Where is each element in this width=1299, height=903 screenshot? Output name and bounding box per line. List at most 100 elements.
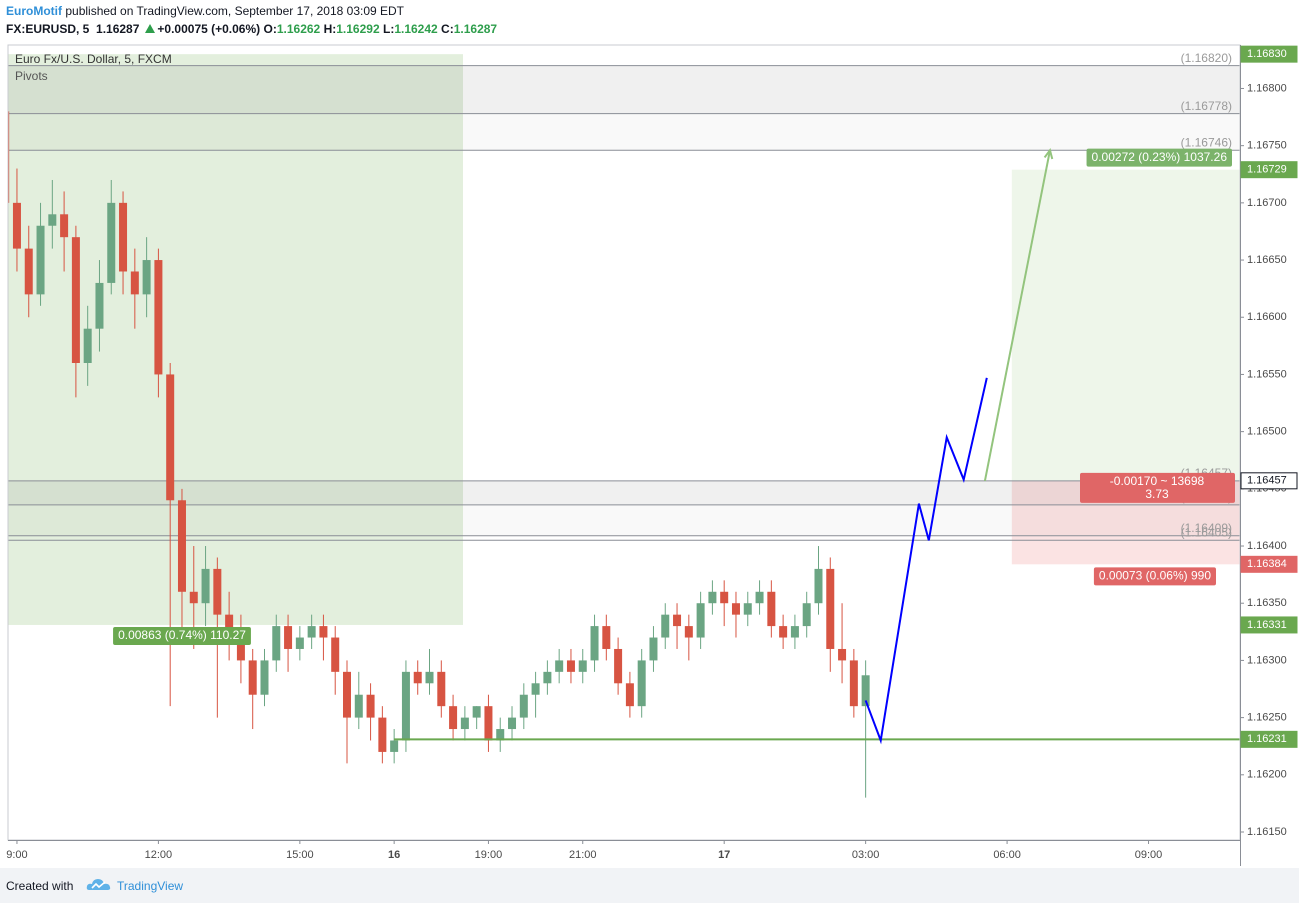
- y-tick-label: 1.16650: [1247, 254, 1287, 266]
- candle-body: [107, 202, 116, 283]
- indicator-label: Pivots: [15, 69, 48, 83]
- candle-body: [248, 660, 257, 695]
- candle-body: [295, 637, 304, 649]
- candle-body: [24, 248, 33, 295]
- candle-body: [508, 717, 517, 730]
- y-tick-label: 1.16350: [1247, 597, 1287, 609]
- candle-body: [142, 260, 151, 295]
- candle-body: [767, 591, 776, 627]
- candle-body: [861, 675, 870, 707]
- price-label: 1.16457: [1247, 475, 1287, 487]
- center-label-box: [1080, 472, 1235, 503]
- stop-label: 0.00073 (0.06%) 990: [1099, 568, 1211, 582]
- candle-body: [708, 591, 717, 604]
- candle-body: [48, 214, 57, 226]
- candle-body: [390, 740, 399, 752]
- previous-position-label: 0.00863 (0.74%) 110.27: [118, 628, 246, 642]
- candle-body: [743, 603, 752, 615]
- x-tick-label: 12:00: [145, 849, 173, 861]
- price-label-box: [1240, 472, 1298, 490]
- candle-body: [166, 374, 175, 501]
- candle-body: [826, 568, 835, 649]
- candle-body: [343, 671, 352, 718]
- candle-body: [60, 214, 69, 238]
- price-label: 1.16331: [1247, 619, 1287, 631]
- symbol: FX:EURUSD, 5: [6, 22, 90, 36]
- price-label: 1.16729: [1247, 164, 1287, 176]
- brand-link[interactable]: TradingView: [117, 879, 184, 893]
- candle-body: [449, 706, 458, 730]
- candle-body: [531, 683, 540, 695]
- x-tick-label: 9:00: [6, 849, 27, 861]
- candle-body: [331, 637, 340, 672]
- candle-body: [566, 660, 575, 672]
- pivot-label: (1.16405): [1181, 525, 1232, 539]
- candle-body: [614, 648, 623, 684]
- pivot-band: [8, 65, 1240, 114]
- x-tick-label: 16: [388, 849, 400, 861]
- candle-body: [425, 671, 434, 684]
- pivot-label: (1.16409): [1181, 521, 1232, 535]
- center-label: -0.00170 ~ 13698: [1110, 474, 1205, 488]
- previous-position-label-box: [113, 626, 251, 645]
- x-tick-label: 15:00: [286, 849, 314, 861]
- pivot-label: (1.16778): [1181, 99, 1232, 113]
- candle-body: [543, 671, 552, 684]
- y-tick-label: 1.16500: [1247, 426, 1287, 438]
- author[interactable]: EuroMotif: [6, 4, 62, 18]
- low-label: L:: [382, 22, 395, 36]
- y-tick-label: 1.16550: [1247, 368, 1287, 380]
- candle-body: [649, 637, 658, 661]
- candle-body: [284, 626, 293, 649]
- x-tick-label: 21:00: [569, 849, 597, 861]
- candle-body: [460, 717, 469, 730]
- candle-body: [225, 614, 234, 638]
- close-label: C:: [441, 22, 454, 36]
- x-tick-label: 06:00: [993, 849, 1021, 861]
- candle-body: [602, 626, 611, 649]
- candle-body: [720, 591, 729, 604]
- projection-path: [864, 377, 988, 745]
- candle-body: [378, 717, 387, 752]
- candle-body: [401, 671, 410, 741]
- y-tick-label: 1.16400: [1247, 540, 1287, 552]
- pivot-label: (1.16746): [1181, 135, 1232, 149]
- close-value: 1.16287: [453, 22, 498, 36]
- open-value: 1.16262: [276, 22, 321, 36]
- target-zone: [1011, 169, 1240, 481]
- candle-body: [154, 260, 163, 375]
- candle-body: [8, 111, 10, 203]
- legend-title: Euro Fx/U.S. Dollar, 5, FXCM: [15, 52, 172, 66]
- stop-label-box: [1093, 567, 1216, 586]
- candle-body: [95, 282, 104, 329]
- pivot-band: [8, 505, 1240, 536]
- candle-body: [413, 671, 422, 684]
- y-tick-label: 1.16250: [1247, 712, 1287, 724]
- candle-body: [83, 328, 92, 363]
- y-tick-label: 1.16200: [1247, 769, 1287, 781]
- last-price: 1.16287: [96, 22, 140, 36]
- publish-info: published on TradingView.com, September …: [65, 4, 405, 18]
- x-tick-label: 09:00: [1135, 849, 1163, 861]
- candle-body: [272, 626, 281, 661]
- candle-body: [625, 683, 634, 707]
- candle-body: [472, 706, 481, 718]
- candle-body: [661, 614, 670, 638]
- target-label-box: [1086, 148, 1232, 167]
- logo: [86, 879, 111, 890]
- candle-body: [260, 660, 269, 695]
- candle-body: [130, 271, 139, 295]
- y-tick-label: 1.16300: [1247, 654, 1287, 666]
- candle-body: [36, 225, 45, 295]
- x-tick-label: 17: [718, 849, 730, 861]
- y-tick-label: 1.16150: [1247, 826, 1287, 838]
- candle-body: [366, 694, 375, 718]
- x-tick-label: 03:00: [852, 849, 880, 861]
- change: +0.00075 (+0.06%): [157, 22, 261, 36]
- x-tick-label: 19:00: [475, 849, 503, 861]
- candle-body: [71, 237, 80, 363]
- candle-body: [814, 568, 823, 604]
- open-label: O:: [263, 22, 277, 36]
- y-tick-label: 1.16700: [1247, 197, 1287, 209]
